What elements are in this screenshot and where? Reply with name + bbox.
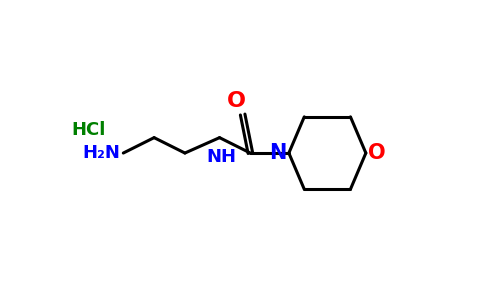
Text: O: O — [368, 143, 386, 163]
Text: N: N — [269, 143, 287, 163]
Text: NH: NH — [207, 148, 237, 166]
Text: HCl: HCl — [72, 121, 106, 139]
Text: H₂N: H₂N — [82, 144, 120, 162]
Text: O: O — [227, 91, 246, 111]
